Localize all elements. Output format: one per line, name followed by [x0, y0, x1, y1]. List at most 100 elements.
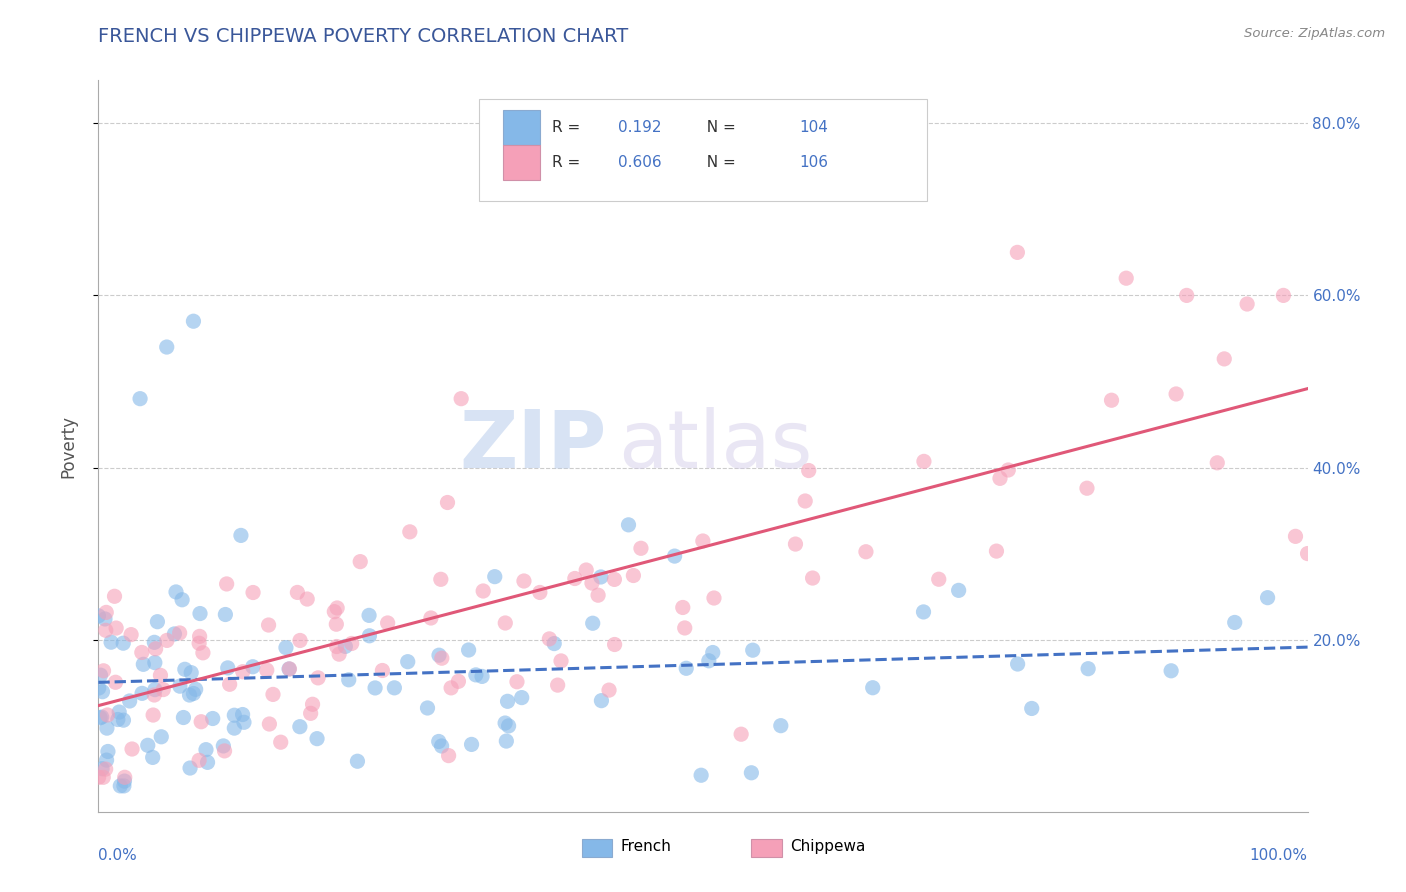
Point [630, 541, 652, 556]
Point [1284, 529, 1306, 543]
Point [801, 571, 824, 585]
Point [87, 681, 110, 695]
Point [94, 624, 117, 638]
Point [1206, 456, 1229, 470]
Point [100, 635, 122, 649]
Point [484, 569, 506, 583]
Point [598, 683, 620, 698]
Point [575, 563, 598, 577]
Point [430, 651, 453, 665]
Bar [503, 145, 540, 180]
Point [997, 463, 1019, 477]
Point [464, 668, 486, 682]
Point [912, 605, 935, 619]
Point [419, 611, 441, 625]
Point [673, 621, 696, 635]
Text: N =: N = [697, 120, 741, 136]
Point [229, 528, 252, 542]
Point [547, 678, 569, 692]
Point [769, 719, 792, 733]
Point [96, 721, 118, 735]
Point [1007, 245, 1029, 260]
Point [110, 779, 132, 793]
Point [94, 612, 117, 626]
Point [307, 671, 329, 685]
Point [142, 708, 165, 723]
Point [862, 681, 884, 695]
Point [89, 668, 111, 682]
Point [427, 734, 450, 748]
Point [335, 640, 357, 654]
Point [740, 177, 762, 191]
Point [112, 713, 135, 727]
Text: R =: R = [551, 120, 585, 136]
Point [188, 629, 211, 643]
Point [617, 517, 640, 532]
Point [242, 659, 264, 673]
Point [430, 572, 453, 586]
Point [543, 636, 565, 650]
Point [692, 534, 714, 549]
Point [447, 674, 470, 689]
Point [340, 636, 363, 650]
Point [427, 648, 450, 663]
Point [1296, 547, 1319, 561]
Point [912, 454, 935, 468]
Point [107, 713, 129, 727]
Point [118, 694, 141, 708]
Point [188, 636, 211, 650]
Point [96, 708, 118, 723]
Point [165, 585, 187, 599]
Point [197, 756, 219, 770]
Point [471, 669, 494, 683]
Y-axis label: Poverty: Poverty [59, 415, 77, 477]
Point [948, 583, 970, 598]
Point [214, 607, 236, 622]
Point [740, 765, 762, 780]
Point [112, 636, 135, 650]
Text: R =: R = [551, 154, 585, 169]
Point [96, 606, 118, 620]
Point [797, 464, 820, 478]
Point [675, 661, 697, 675]
Point [371, 664, 394, 678]
Point [1257, 591, 1279, 605]
Point [1076, 481, 1098, 495]
Point [396, 655, 419, 669]
Point [90, 710, 112, 724]
Point [328, 647, 350, 661]
Point [91, 762, 114, 776]
Point [325, 617, 347, 632]
Point [188, 607, 211, 621]
Text: 100.0%: 100.0% [1250, 848, 1308, 863]
Point [496, 694, 519, 708]
Point [586, 588, 609, 602]
Point [143, 635, 166, 649]
Point [215, 577, 238, 591]
Point [136, 739, 159, 753]
Text: N =: N = [697, 154, 741, 169]
Point [89, 711, 111, 725]
Point [730, 727, 752, 741]
Point [232, 665, 254, 679]
Point [232, 707, 254, 722]
Point [495, 734, 517, 748]
Point [986, 544, 1008, 558]
Point [690, 768, 713, 782]
Point [120, 627, 142, 641]
Point [132, 657, 155, 672]
Point [564, 572, 586, 586]
Point [195, 742, 218, 756]
Point [169, 626, 191, 640]
Point [1236, 297, 1258, 311]
Point [295, 592, 318, 607]
Point [259, 717, 281, 731]
Point [1213, 351, 1236, 366]
Point [180, 665, 202, 680]
Point [1115, 271, 1137, 285]
Text: Source: ZipAtlas.com: Source: ZipAtlas.com [1244, 27, 1385, 40]
Point [377, 615, 399, 630]
Point [494, 615, 516, 630]
Point [270, 735, 292, 749]
Point [703, 591, 725, 605]
